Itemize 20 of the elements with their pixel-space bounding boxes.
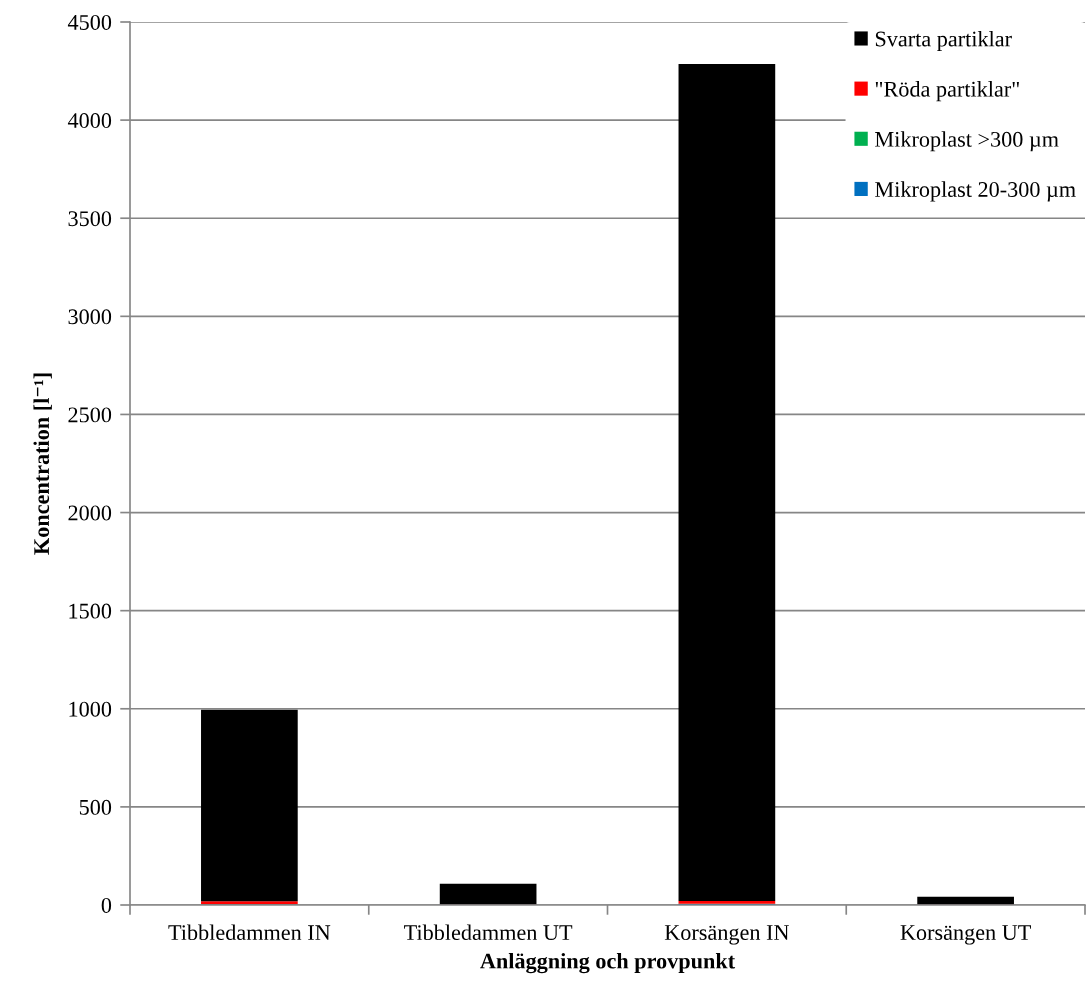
- y-tick-label: 4500: [67, 14, 112, 30]
- legend-label: Mikroplast 20-300 µm: [875, 181, 1076, 202]
- y-tick-label: 0: [101, 897, 112, 913]
- x-tick-label: Korsängen UT: [900, 925, 1031, 945]
- y-tick-label: 1500: [69, 603, 112, 619]
- y-axis-title: Koncentration [l⁻¹]: [33, 373, 52, 555]
- legend-label: Svarta partiklar: [875, 30, 1012, 52]
- y-tick-label: 2500: [68, 407, 112, 423]
- y-tick-label: 4000: [67, 113, 112, 129]
- legend-label: Mikroplast >300 µm: [875, 131, 1059, 152]
- y-tick-label: 500: [79, 799, 112, 815]
- y-tick-label: 3500: [68, 211, 112, 227]
- y-tick-label: 3000: [68, 309, 112, 325]
- x-axis-title: Anläggning och provpunkt: [480, 952, 736, 974]
- x-tick-label: Korsängen IN: [664, 925, 789, 945]
- y-tick-label: 2000: [68, 505, 112, 521]
- y-tick-label: 1000: [69, 701, 112, 717]
- legend-label: "Röda partiklar": [875, 81, 1019, 102]
- x-tick-label: Tibbledammen UT: [404, 924, 573, 941]
- x-tick-label: Tibbledammen IN: [168, 924, 331, 941]
